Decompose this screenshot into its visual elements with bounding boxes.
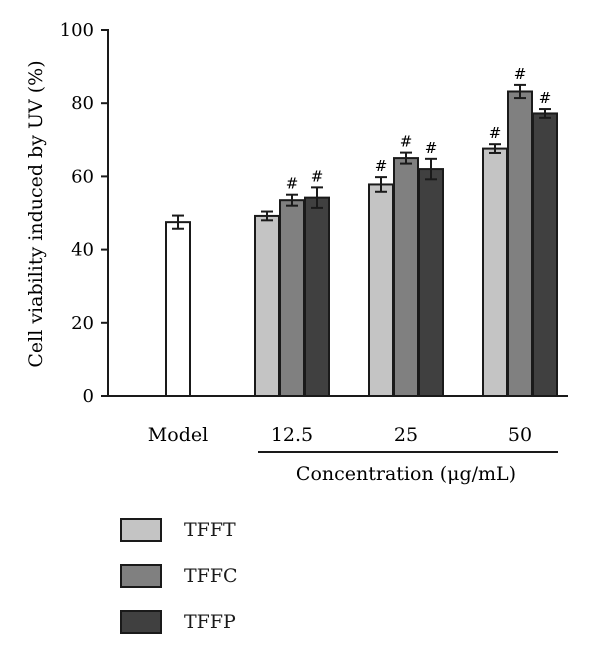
bar-tffp	[304, 196, 330, 397]
bar-chart: 0 20 40 60 80 100 # # # # # # # # Model 12.5 25 50 Cell…	[25, 20, 568, 485]
significance-mark: #	[425, 139, 438, 157]
legend-swatch-tffc	[120, 564, 162, 588]
legend-item-tfft: TFFT	[120, 515, 238, 545]
legend-swatch-tfft	[120, 518, 162, 542]
legend-item-tffc: TFFC	[120, 561, 238, 591]
bars-layer: # # # # # # # #	[165, 65, 558, 397]
bar-tfft	[368, 183, 394, 397]
bar-tfft	[254, 214, 280, 397]
y-tick-label: 0	[83, 386, 94, 407]
y-tick-label: 80	[71, 93, 94, 114]
significance-mark: #	[539, 89, 552, 107]
legend: TFFT TFFC TFFP	[120, 515, 238, 653]
legend-label-tffc: TFFC	[184, 565, 238, 587]
x-axis-label: Concentration (μg/mL)	[296, 463, 516, 485]
significance-mark: #	[489, 124, 502, 142]
bar-tfft	[482, 147, 508, 397]
legend-label-tffp: TFFP	[184, 611, 236, 633]
bar-tffc	[507, 90, 533, 397]
legend-item-tffp: TFFP	[120, 607, 238, 637]
x-axis: Model 12.5 25 50	[107, 395, 568, 446]
y-tick-label: 60	[71, 166, 94, 187]
y-axis-label: Cell viability induced by UV (%)	[25, 60, 47, 367]
significance-mark: #	[375, 157, 388, 175]
x-tick-label: 25	[394, 424, 418, 446]
significance-mark: #	[400, 133, 413, 151]
bar-tffp	[532, 112, 558, 397]
bar-tffp	[418, 168, 444, 397]
significance-mark: #	[514, 65, 527, 83]
significance-mark: #	[286, 175, 299, 193]
significance-mark: #	[311, 167, 324, 185]
legend-label-tfft: TFFT	[184, 519, 236, 541]
bar-tffc	[279, 199, 305, 397]
x-tick-label: 50	[508, 424, 532, 446]
y-axis: 0 20 40 60 80 100	[60, 20, 109, 407]
y-tick-label: 40	[71, 240, 94, 261]
y-tick-label: 100	[60, 20, 94, 41]
bar-tffc	[393, 157, 419, 397]
bar-model	[165, 221, 191, 397]
legend-swatch-tffp	[120, 610, 162, 634]
x-tick-label: Model	[148, 424, 208, 446]
y-tick-label: 20	[71, 313, 94, 334]
x-tick-label: 12.5	[271, 424, 313, 446]
